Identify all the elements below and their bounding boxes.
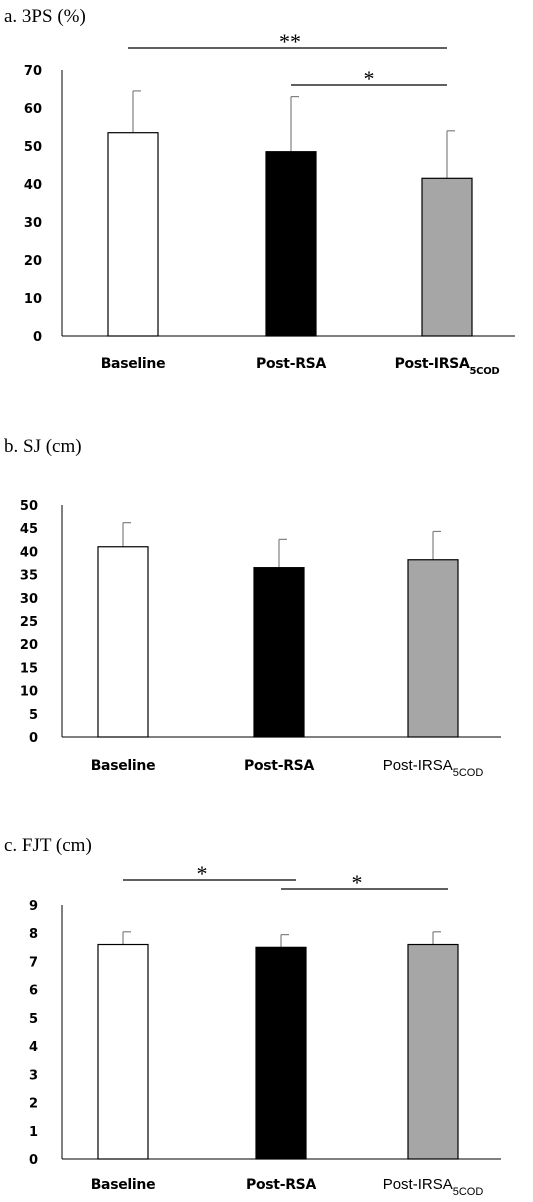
bar-0: [97, 546, 149, 738]
category-label-subscript: 5COD: [453, 767, 484, 779]
y-tick-label: 20: [24, 254, 42, 269]
category-label-0: Baseline: [91, 1177, 156, 1193]
y-tick-label: 0: [29, 731, 38, 746]
category-label-2: Post-IRSA5COD: [383, 757, 484, 779]
y-tick-label: 50: [24, 140, 42, 155]
y-tick-label: 35: [20, 569, 38, 584]
y-tick-label: 8: [29, 927, 38, 942]
significance-label: **: [279, 29, 301, 54]
category-label-main: Post-RSA: [256, 356, 326, 372]
category-label-main: Baseline: [91, 758, 156, 774]
chart-panel-1: b. SJ (cm) 0 5 10 15 20 25 30 35 40 45 50 Baseline Po…: [4, 436, 501, 779]
chart-title: c. FJT (cm): [4, 835, 92, 856]
y-tick-label: 5: [29, 708, 38, 723]
y-tick-label: 70: [24, 64, 42, 79]
bar-0: [107, 132, 159, 337]
y-tick-label: 50: [20, 499, 38, 514]
chart-panel-0: a. 3PS (%) 0 10 20 30 40 50 60 70 Baseline Post-RS…: [4, 6, 515, 377]
y-tick-label: 15: [20, 661, 38, 676]
bar-2: [407, 559, 459, 738]
category-label-0: Baseline: [101, 356, 166, 372]
y-tick-label: 10: [20, 685, 38, 700]
y-tick-label: 40: [24, 178, 42, 193]
bar-2: [421, 177, 473, 337]
significance-label: *: [352, 870, 363, 895]
y-tick-label: 25: [20, 615, 38, 630]
category-label-1: Post-RSA: [244, 758, 314, 774]
y-tick-label: 4: [29, 1040, 38, 1055]
significance-label: *: [364, 66, 375, 91]
category-label-main: Post-IRSA: [383, 1176, 453, 1193]
bar-2: [407, 943, 459, 1160]
y-tick-label: 7: [29, 955, 38, 970]
category-label-main: Post-RSA: [246, 1177, 316, 1193]
category-label-main: Baseline: [101, 356, 166, 372]
y-tick-label: 0: [29, 1153, 38, 1168]
y-tick-label: 60: [24, 102, 42, 117]
bar-0: [97, 943, 149, 1160]
y-tick-label: 5: [29, 1012, 38, 1027]
y-tick-label: 3: [29, 1068, 38, 1083]
y-tick-label: 40: [20, 545, 38, 560]
category-label-main: Post-RSA: [244, 758, 314, 774]
category-label-subscript: 5COD: [470, 366, 500, 377]
y-tick-label: 0: [33, 330, 42, 345]
category-label-subscript: 5COD: [453, 1186, 484, 1198]
category-label-1: Post-RSA: [246, 1177, 316, 1193]
y-tick-label: 6: [29, 984, 38, 999]
chart-title: a. 3PS (%): [4, 6, 86, 27]
y-tick-label: 20: [20, 638, 38, 653]
chart-panel-2: c. FJT (cm) 0 1 2 3 4 5 6 7 8 9 Baseline Post-RSA Pos…: [4, 835, 501, 1198]
significance-label: *: [197, 861, 208, 886]
y-tick-label: 10: [24, 292, 42, 307]
category-label-main: Post-IRSA: [383, 757, 453, 774]
y-tick-label: 45: [20, 522, 38, 537]
bar-1: [253, 567, 305, 738]
category-label-main: Post-IRSA: [395, 356, 470, 372]
y-tick-label: 1: [29, 1125, 38, 1140]
y-tick-label: 2: [29, 1097, 38, 1112]
category-label-1: Post-RSA: [256, 356, 326, 372]
bar-1: [265, 151, 317, 337]
category-label-main: Baseline: [91, 1177, 156, 1193]
bar-1: [255, 946, 307, 1160]
y-tick-label: 30: [20, 592, 38, 607]
category-label-2: Post-IRSA5COD: [395, 356, 500, 377]
category-label-2: Post-IRSA5COD: [383, 1176, 484, 1198]
y-tick-label: 9: [29, 899, 38, 914]
category-label-0: Baseline: [91, 758, 156, 774]
chart-title: b. SJ (cm): [4, 436, 82, 457]
y-tick-label: 30: [24, 216, 42, 231]
